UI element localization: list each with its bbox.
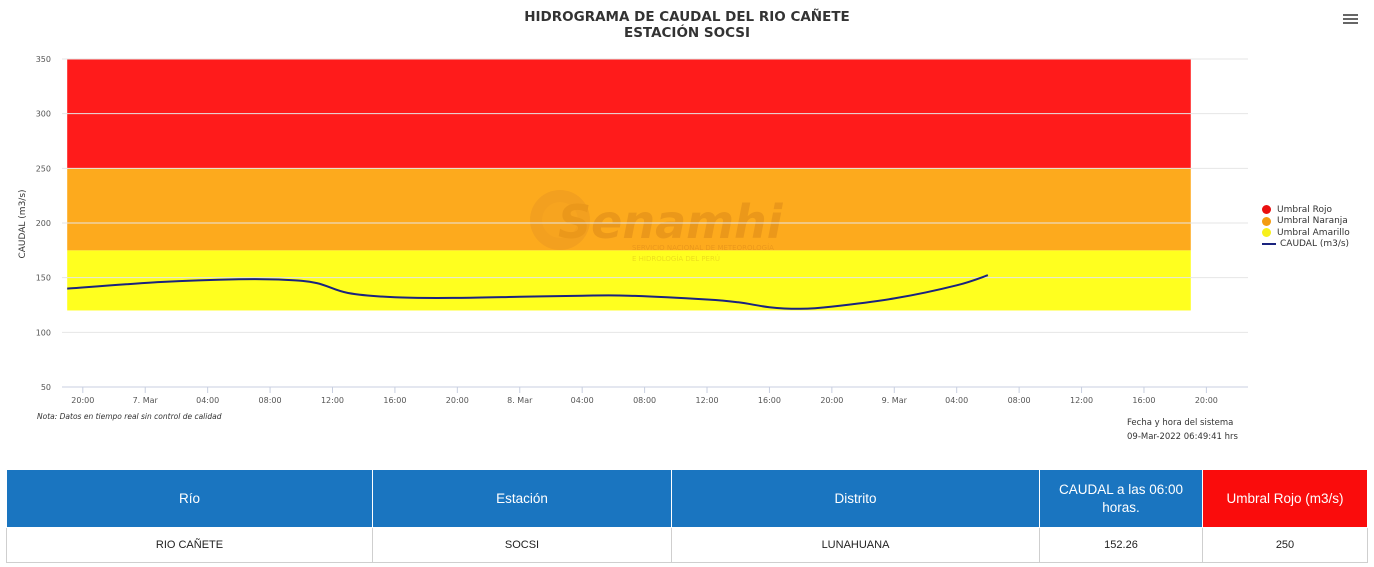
x-tick-label: 08:00 <box>633 396 656 405</box>
header-rio: Río <box>6 469 373 528</box>
cell-estacion: SOCSI <box>372 527 672 563</box>
x-tick-label: 20:00 <box>1195 396 1218 405</box>
legend-label: CAUDAL (m3/s) <box>1280 239 1350 250</box>
series-point[interactable] <box>953 281 961 289</box>
hydrograph-chart: HIDROGRAMA DE CAUDAL DEL RIO CAÑETE ESTA… <box>0 9 1374 444</box>
hamburger-menu-icon[interactable] <box>1340 12 1360 28</box>
x-tick-label: 12:00 <box>695 396 718 405</box>
legend-item[interactable]: Umbral Rojo <box>1262 204 1350 216</box>
watermark-brand: Senamhi <box>558 195 784 249</box>
series-line-caudal <box>67 274 989 310</box>
system-time-label: Fecha y hora del sistema <box>1127 418 1234 428</box>
chart-plot-area: Senamhi SERVICIO NACIONAL DE METEOROLOGÍ… <box>18 55 1248 405</box>
cell-distrito: LUNAHUANA <box>671 527 1040 563</box>
station-info-table: Río Estación Distrito CAUDAL a las 06:00… <box>6 469 1368 563</box>
series-point[interactable] <box>516 293 524 301</box>
x-tick-label: 16:00 <box>1132 396 1155 405</box>
header-umbral-rojo: Umbral Rojo (m3/s) <box>1202 469 1368 528</box>
y-tick-label: 200 <box>36 219 51 228</box>
chart-title-line1: HIDROGRAMA DE CAUDAL DEL RIO CAÑETE <box>524 9 850 25</box>
watermark-subtitle-2: E HIDROLOGÍA DEL PERÚ <box>632 254 720 263</box>
legend-dot-icon <box>1262 216 1271 226</box>
y-axis-label: CAUDAL (m3/s) <box>18 189 28 258</box>
x-tick-label: 08:00 <box>259 396 282 405</box>
header-caudal: CAUDAL a las 06:00 horas. <box>1039 469 1203 528</box>
header-estacion: Estación <box>372 469 672 528</box>
x-tick-label: 20:00 <box>820 396 843 405</box>
series-point[interactable] <box>282 276 290 284</box>
x-tick-label: 7. Mar <box>133 396 159 405</box>
series-point[interactable] <box>235 275 243 283</box>
series-point[interactable] <box>890 294 898 302</box>
system-time: Fecha y hora del sistema 09-Mar-2022 06:… <box>1127 416 1238 444</box>
legend-item[interactable]: CAUDAL (m3/s) <box>1262 239 1350 251</box>
series-point[interactable] <box>984 271 992 279</box>
series-point[interactable] <box>63 285 71 293</box>
y-tick-label: 150 <box>36 274 51 283</box>
y-tick-label: 100 <box>36 328 51 337</box>
legend-label: Umbral Rojo <box>1277 204 1333 215</box>
y-axis-ticks: 50 100 150 200 250 300 350 <box>36 55 51 392</box>
series-point[interactable] <box>625 292 633 300</box>
series-point[interactable] <box>578 292 586 300</box>
x-tick-label: 8. Mar <box>507 396 533 405</box>
series-point[interactable] <box>313 279 321 287</box>
sun-logo-icon <box>530 190 590 250</box>
x-tick-label: 12:00 <box>321 396 344 405</box>
series-point[interactable] <box>734 298 742 306</box>
series-layer <box>63 271 992 313</box>
system-time-value: 09-Mar-2022 06:49:41 hrs <box>1127 432 1238 442</box>
x-tick-label: 08:00 <box>1008 396 1031 405</box>
chart-title-line2: ESTACIÓN SOCSI <box>623 25 751 41</box>
x-tick-label: 04:00 <box>571 396 594 405</box>
y-tick-label: 350 <box>36 55 51 64</box>
series-point[interactable] <box>391 293 399 301</box>
x-tick-label: 20:00 <box>71 396 94 405</box>
y-tick-label: 300 <box>36 110 51 119</box>
series-point[interactable] <box>453 294 461 302</box>
legend-dot-icon <box>1262 205 1271 215</box>
chart-title: HIDROGRAMA DE CAUDAL DEL RIO CAÑETE ESTA… <box>0 9 1374 41</box>
x-tick-label: 9. Mar <box>882 396 908 405</box>
x-axis: 20:00 7. Mar 04:00 08:00 12:00 16:00 20:00 8. M… <box>62 386 1248 405</box>
series-point[interactable] <box>344 289 352 297</box>
band-umbral-amarillo <box>67 250 1191 311</box>
x-tick-label: 20:00 <box>446 396 469 405</box>
series-point[interactable] <box>703 296 711 304</box>
watermark-subtitle-1: SERVICIO NACIONAL DE METEOROLOGÍA <box>632 243 774 252</box>
cell-caudal: 152.26 <box>1039 527 1203 563</box>
series-point[interactable] <box>828 303 836 311</box>
legend-item[interactable]: Umbral Naranja <box>1262 216 1350 228</box>
x-tick-label: 04:00 <box>196 396 219 405</box>
series-point[interactable] <box>765 303 773 311</box>
cell-umbral-rojo: 250 <box>1202 527 1368 563</box>
chart-legend: Umbral Rojo Umbral Naranja Umbral Amarillo… <box>1262 204 1350 250</box>
x-tick-label: 16:00 <box>758 396 781 405</box>
series-point[interactable] <box>797 305 805 313</box>
legend-dot-icon <box>1262 228 1271 238</box>
legend-item[interactable]: Umbral Amarillo <box>1262 227 1350 239</box>
cell-rio: RIO CAÑETE <box>6 527 373 563</box>
y-tick-label: 50 <box>41 383 51 392</box>
senamhi-watermark: Senamhi SERVICIO NACIONAL DE METEOROLOGÍ… <box>530 190 784 263</box>
band-umbral-naranja <box>67 168 1191 251</box>
table-header-row: Río Estación Distrito CAUDAL a las 06:00… <box>6 469 1368 528</box>
table-row: RIO CAÑETE SOCSI LUNAHUANA 152.26 250 <box>6 527 1368 563</box>
data-quality-note: Nota: Datos en tiempo real sin control d… <box>37 412 222 421</box>
y-tick-label: 250 <box>36 164 51 173</box>
x-tick-label: 12:00 <box>1070 396 1093 405</box>
y-grid <box>62 58 1248 388</box>
header-distrito: Distrito <box>671 469 1040 528</box>
x-tick-label: 04:00 <box>945 396 968 405</box>
threshold-bands <box>67 59 1191 311</box>
series-point[interactable] <box>157 278 165 286</box>
legend-label: Umbral Naranja <box>1277 216 1348 227</box>
legend-label: Umbral Amarillo <box>1277 227 1350 238</box>
legend-line-icon <box>1262 243 1276 246</box>
x-tick-label: 16:00 <box>383 396 406 405</box>
